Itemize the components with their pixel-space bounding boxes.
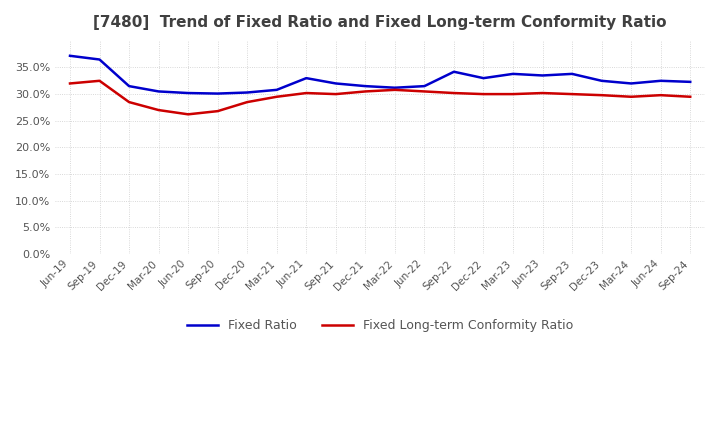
Fixed Long-term Conformity Ratio bbox=[154, 107, 163, 113]
Fixed Long-term Conformity Ratio bbox=[420, 89, 428, 94]
Fixed Ratio bbox=[568, 71, 577, 77]
Fixed Long-term Conformity Ratio bbox=[95, 78, 104, 84]
Fixed Ratio bbox=[449, 69, 458, 74]
Fixed Ratio bbox=[598, 78, 606, 84]
Fixed Long-term Conformity Ratio bbox=[213, 109, 222, 114]
Fixed Ratio bbox=[243, 90, 251, 95]
Line: Fixed Long-term Conformity Ratio: Fixed Long-term Conformity Ratio bbox=[70, 81, 690, 114]
Fixed Long-term Conformity Ratio bbox=[539, 90, 547, 95]
Fixed Long-term Conformity Ratio bbox=[449, 90, 458, 95]
Legend: Fixed Ratio, Fixed Long-term Conformity Ratio: Fixed Ratio, Fixed Long-term Conformity … bbox=[182, 314, 578, 337]
Fixed Ratio bbox=[390, 85, 399, 90]
Fixed Long-term Conformity Ratio bbox=[361, 89, 369, 94]
Fixed Long-term Conformity Ratio bbox=[598, 92, 606, 98]
Fixed Ratio bbox=[539, 73, 547, 78]
Fixed Ratio bbox=[420, 84, 428, 89]
Fixed Long-term Conformity Ratio bbox=[184, 112, 192, 117]
Fixed Long-term Conformity Ratio bbox=[390, 87, 399, 92]
Fixed Ratio bbox=[657, 78, 665, 84]
Fixed Long-term Conformity Ratio bbox=[568, 92, 577, 97]
Fixed Ratio bbox=[627, 81, 636, 86]
Fixed Ratio bbox=[184, 90, 192, 95]
Fixed Long-term Conformity Ratio bbox=[243, 99, 251, 105]
Title: [7480]  Trend of Fixed Ratio and Fixed Long-term Conformity Ratio: [7480] Trend of Fixed Ratio and Fixed Lo… bbox=[94, 15, 667, 30]
Fixed Ratio bbox=[361, 84, 369, 89]
Fixed Ratio bbox=[509, 71, 518, 77]
Fixed Ratio bbox=[95, 57, 104, 62]
Fixed Long-term Conformity Ratio bbox=[125, 99, 133, 105]
Fixed Long-term Conformity Ratio bbox=[331, 92, 340, 97]
Fixed Long-term Conformity Ratio bbox=[302, 90, 310, 95]
Fixed Long-term Conformity Ratio bbox=[509, 92, 518, 97]
Fixed Ratio bbox=[686, 79, 695, 84]
Fixed Long-term Conformity Ratio bbox=[627, 94, 636, 99]
Fixed Ratio bbox=[125, 84, 133, 89]
Fixed Long-term Conformity Ratio bbox=[480, 92, 488, 97]
Line: Fixed Ratio: Fixed Ratio bbox=[70, 56, 690, 94]
Fixed Ratio bbox=[154, 89, 163, 94]
Fixed Ratio bbox=[480, 76, 488, 81]
Fixed Ratio bbox=[331, 81, 340, 86]
Fixed Ratio bbox=[272, 87, 281, 92]
Fixed Long-term Conformity Ratio bbox=[686, 94, 695, 99]
Fixed Ratio bbox=[66, 53, 74, 59]
Fixed Long-term Conformity Ratio bbox=[272, 94, 281, 99]
Fixed Long-term Conformity Ratio bbox=[657, 92, 665, 98]
Fixed Long-term Conformity Ratio bbox=[66, 81, 74, 86]
Fixed Ratio bbox=[302, 76, 310, 81]
Fixed Ratio bbox=[213, 91, 222, 96]
